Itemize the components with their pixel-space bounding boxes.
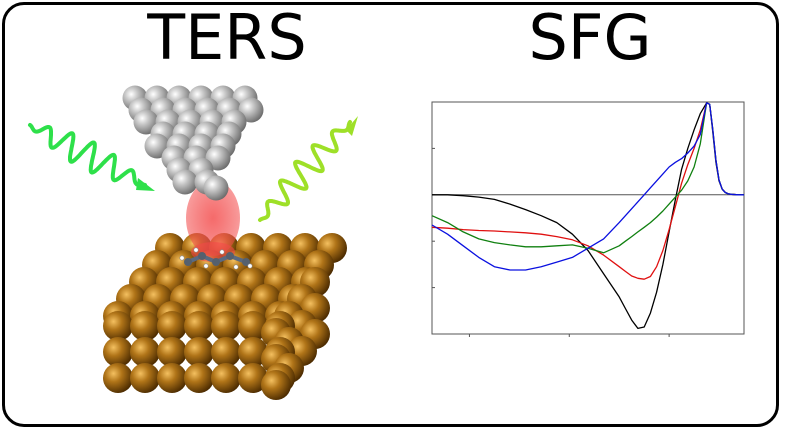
hydrogen-atom [220, 250, 224, 254]
gold-atom [184, 337, 214, 367]
gold-atom [130, 363, 160, 393]
sfg-spectrum-chart [420, 95, 755, 345]
gold-atom [130, 311, 160, 341]
series-line-black [432, 103, 744, 329]
gold-atom [103, 363, 133, 393]
gold-atom [103, 311, 133, 341]
gold-atom [157, 363, 187, 393]
ters-illustration [10, 80, 360, 400]
gold-atom [211, 337, 241, 367]
gold-atom [157, 311, 187, 341]
molecule-atom [212, 258, 220, 266]
hydrogen-atom [204, 264, 208, 268]
silver-atom [173, 170, 198, 195]
incident-light-wave [30, 125, 145, 185]
series-line-red [432, 103, 744, 279]
molecule-atom [226, 252, 234, 260]
ters-title: TERS [77, 0, 377, 76]
plot-area [432, 102, 744, 334]
gold-atom [130, 337, 160, 367]
hydrogen-atom [180, 256, 184, 260]
gold-atom [261, 370, 291, 400]
gold-atom [184, 363, 214, 393]
hydrogen-atom [248, 264, 252, 268]
series-line-blue [432, 103, 744, 270]
hydrogen-atom [234, 265, 238, 269]
gold-atom [211, 311, 241, 341]
molecule-atom [198, 252, 206, 260]
gold-atom [157, 337, 187, 367]
hydrogen-atom [194, 248, 198, 252]
incident-arrowhead [136, 178, 155, 191]
scattered-light-wave [260, 122, 350, 220]
molecule-atom [184, 258, 192, 266]
silver-atom [204, 176, 229, 201]
spectrum-series [432, 103, 744, 329]
gold-atom [184, 311, 214, 341]
gold-atom [211, 363, 241, 393]
gold-atom [103, 337, 133, 367]
sfg-title: SFG [440, 0, 740, 76]
